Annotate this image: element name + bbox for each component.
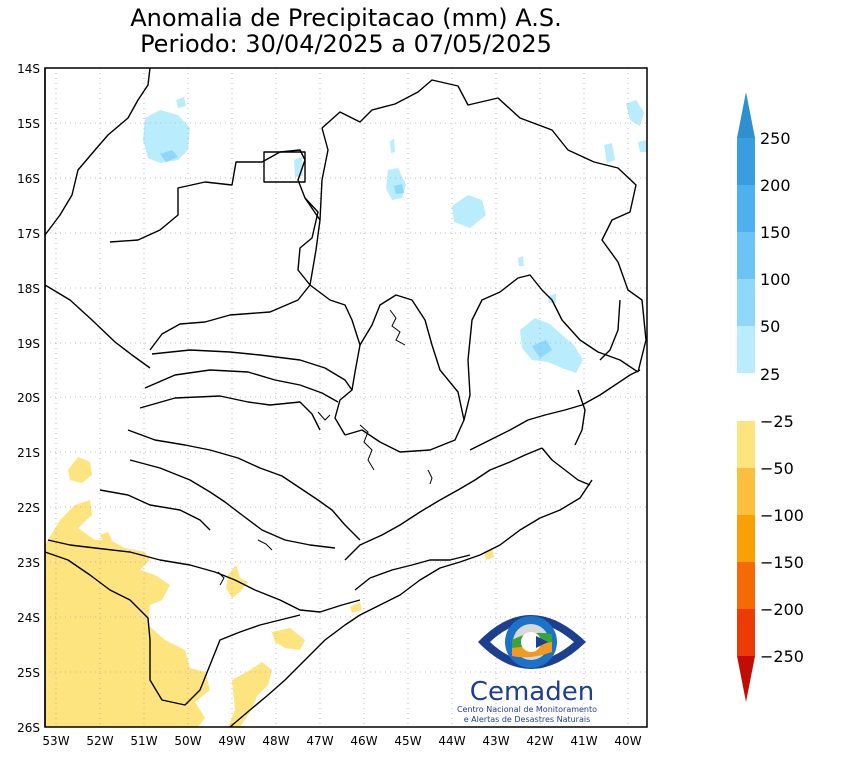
lon-label: 49W — [218, 734, 245, 748]
colorbar-top-arrow — [737, 92, 755, 138]
colorbar-swatch — [737, 279, 755, 326]
lon-label: 45W — [394, 734, 421, 748]
colorbar-swatch — [737, 515, 755, 562]
lon-label: 42W — [526, 734, 553, 748]
colorbar-swatch — [737, 421, 755, 468]
lat-label: 21S — [17, 446, 40, 460]
cemaden-logo: Cemaden Centro Nacional de Monitoramento… — [457, 615, 597, 724]
lat-label: 18S — [17, 282, 40, 296]
colorbar-swatch — [737, 562, 755, 609]
lon-label: 51W — [130, 734, 157, 748]
lat-label: 16S — [17, 172, 40, 186]
lon-label: 43W — [482, 734, 509, 748]
lon-label: 46W — [350, 734, 377, 748]
logo-subtitle-1: Centro Nacional de Monitoramento — [457, 705, 597, 714]
colorbar-swatch — [737, 232, 755, 279]
lat-label: 22S — [17, 501, 40, 515]
lat-label: 14S — [17, 62, 40, 76]
colorbar-label: −50 — [760, 459, 794, 478]
colorbar-label: −100 — [760, 506, 804, 525]
lon-label: 40W — [614, 734, 641, 748]
lat-lon-grid — [45, 68, 647, 727]
lat-label: 20S — [17, 391, 40, 405]
lon-label: 47W — [306, 734, 333, 748]
colorbar-label: 100 — [760, 270, 791, 289]
lon-label: 53W — [42, 734, 69, 748]
colorbar-swatch — [737, 373, 755, 421]
lat-label: 25S — [17, 666, 40, 680]
colorbar-label: 250 — [760, 129, 791, 148]
lon-label: 48W — [262, 734, 289, 748]
colorbar-bottom-arrow — [737, 656, 755, 702]
colorbar-label: −200 — [760, 600, 804, 619]
lat-label: 26S — [17, 721, 40, 735]
colorbar-label: −25 — [760, 412, 794, 431]
colorbar-swatch — [737, 185, 755, 232]
longitude-axis: 53W 52W 51W 50W 49W 48W 47W 46W 45W 44W … — [42, 734, 641, 748]
lat-label: 19S — [17, 337, 40, 351]
colorbar-label: −150 — [760, 553, 804, 572]
logo-subtitle-2: e Alertas de Desastres Naturais — [464, 715, 591, 724]
lon-label: 50W — [174, 734, 201, 748]
lat-label: 17S — [17, 227, 40, 241]
lon-label: 41W — [570, 734, 597, 748]
reservoir-details — [217, 309, 433, 586]
lat-label: 15S — [17, 117, 40, 131]
colorbar-swatch — [737, 138, 755, 185]
colorbar: 250 200 150 100 50 25 −25 −50 −100 −150 … — [737, 92, 804, 702]
logo-name: Cemaden — [470, 677, 594, 707]
lat-label: 23S — [17, 556, 40, 570]
map-panel — [44, 67, 648, 728]
title-line-1: Anomalia de Precipitacao (mm) A.S. — [130, 4, 562, 32]
latitude-axis: 14S 15S 16S 17S 18S 19S 20S 21S 22S 23S … — [17, 62, 40, 735]
map-frame — [44, 67, 648, 728]
negative-anomaly-areas — [45, 457, 494, 727]
colorbar-label: 25 — [760, 365, 780, 384]
colorbar-label: 150 — [760, 223, 791, 242]
colorbar-label: 50 — [760, 317, 780, 336]
positive-anomaly-areas — [143, 97, 647, 373]
colorbar-swatch — [737, 468, 755, 515]
lon-label: 44W — [438, 734, 465, 748]
colorbar-label: 200 — [760, 176, 791, 195]
title-line-2: Periodo: 30/04/2025 a 07/05/2025 — [140, 30, 552, 58]
colorbar-swatch — [737, 326, 755, 373]
lat-label: 24S — [17, 611, 40, 625]
colorbar-swatch — [737, 609, 755, 656]
colorbar-label: −250 — [760, 647, 804, 666]
lon-label: 52W — [86, 734, 113, 748]
eye-logo-icon — [478, 615, 586, 669]
